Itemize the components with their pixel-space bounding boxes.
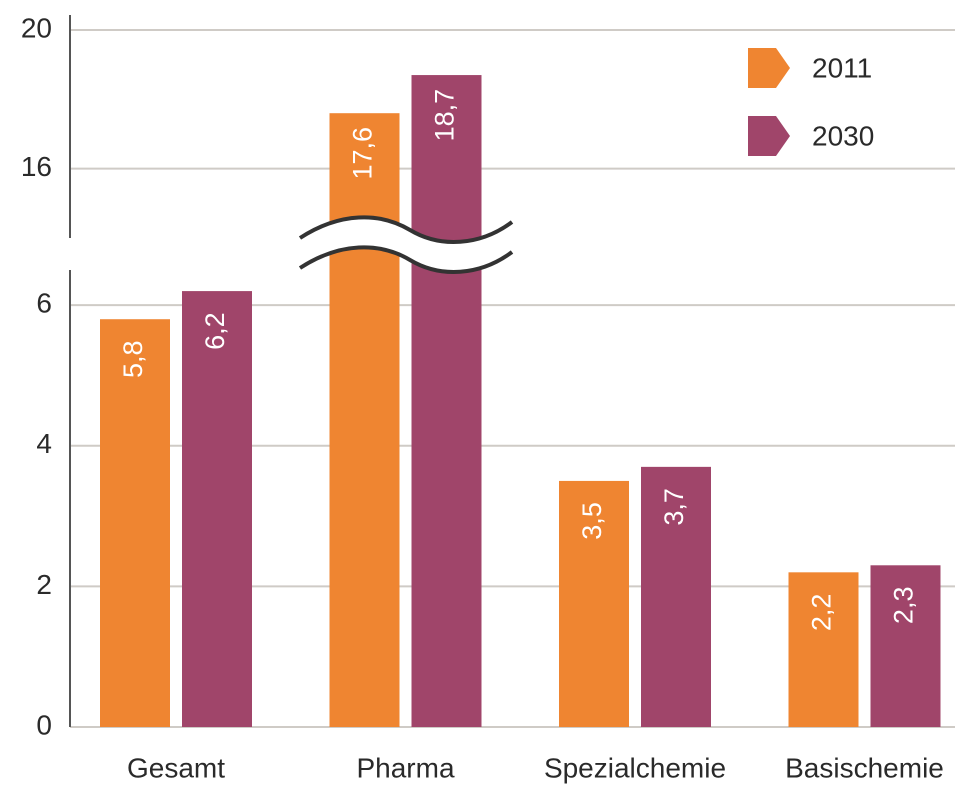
y-tick-label: 4 — [36, 428, 52, 459]
bar — [411, 75, 482, 728]
x-tick-label: Pharma — [356, 752, 454, 783]
value-label: 5,8 — [118, 340, 148, 378]
bar — [641, 466, 711, 727]
legend-label: 2030 — [812, 120, 874, 151]
y-tick-label: 2 — [36, 569, 52, 600]
bar — [559, 480, 629, 727]
legend-label: 2011 — [812, 52, 872, 83]
axis-break — [300, 217, 512, 272]
value-label: 2,3 — [889, 587, 919, 625]
x-tick-label: Basischemie — [785, 752, 944, 783]
bar — [788, 572, 859, 727]
value-label: 6,2 — [200, 312, 230, 350]
axis-break — [298, 215, 514, 244]
value-label: 3,7 — [659, 488, 689, 526]
value-label: 17,6 — [348, 127, 378, 180]
value-label: 2,2 — [807, 594, 837, 632]
bar — [329, 113, 400, 727]
axis-break — [298, 245, 514, 274]
bar — [870, 565, 941, 727]
legend-marker — [748, 48, 790, 88]
y-tick-label: 0 — [36, 709, 52, 740]
x-tick-label: Spezialchemie — [544, 752, 726, 783]
value-label: 18,7 — [430, 89, 460, 142]
x-tick-label: Gesamt — [127, 752, 225, 783]
y-tick-label: 16 — [21, 151, 52, 182]
y-tick-label: 20 — [21, 12, 52, 43]
bar — [182, 291, 252, 727]
value-label: 3,5 — [577, 502, 607, 540]
legend-marker — [748, 116, 790, 156]
y-tick-label: 6 — [36, 288, 52, 319]
bar — [100, 319, 170, 727]
